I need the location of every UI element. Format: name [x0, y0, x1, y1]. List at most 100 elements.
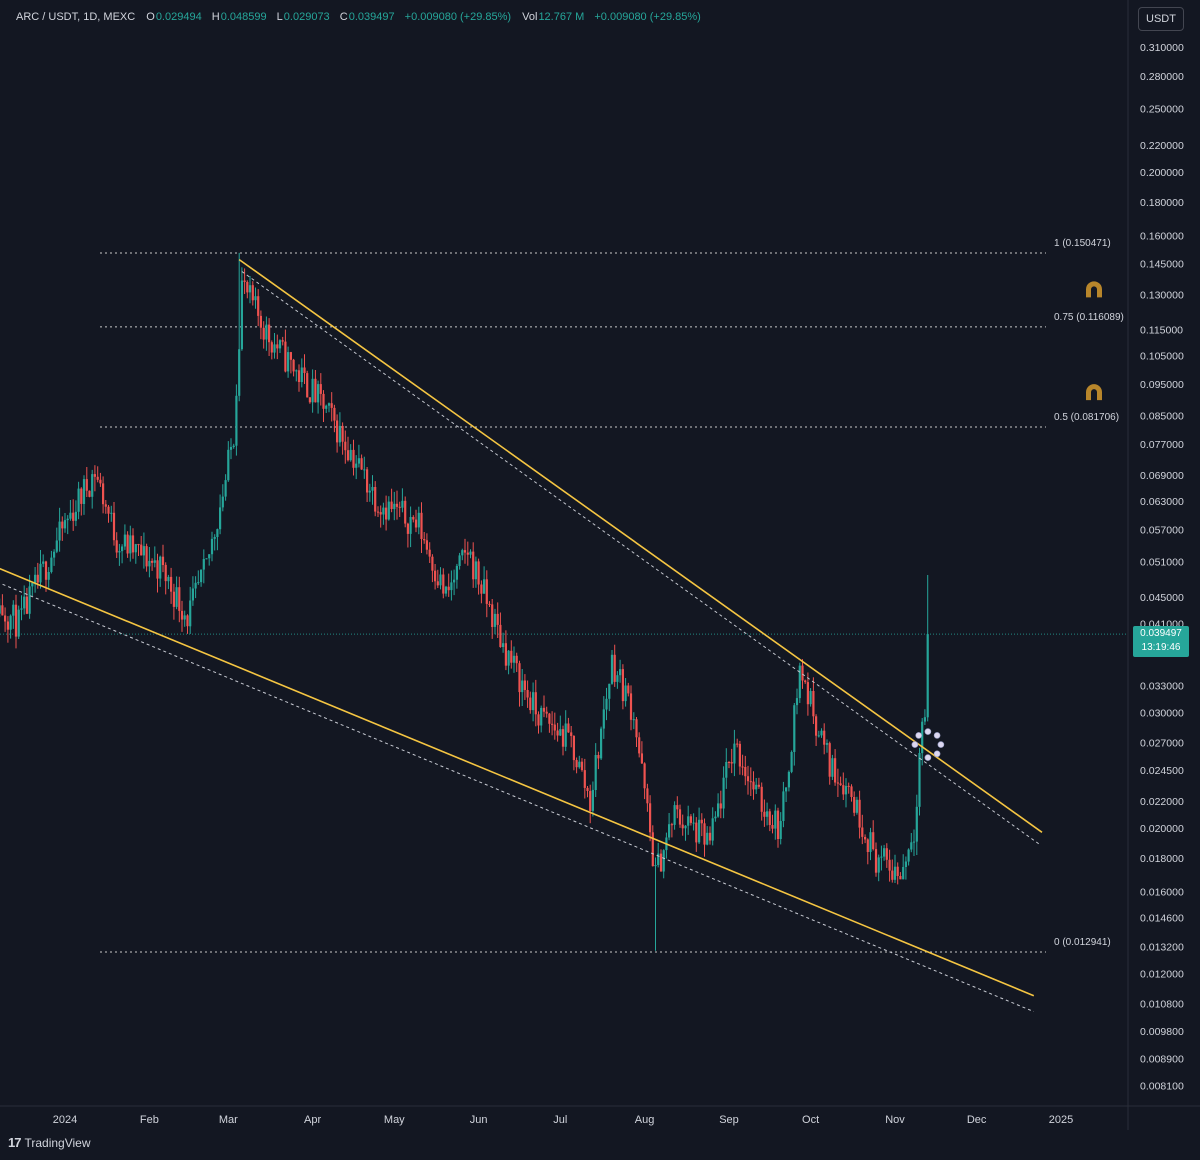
- candle-body: [455, 565, 458, 580]
- candle-body: [559, 729, 562, 736]
- candle-body: [4, 615, 7, 622]
- candle-body: [461, 550, 464, 556]
- candle-body: [306, 373, 309, 398]
- price-tick-label: 0.085000: [1140, 411, 1184, 423]
- candle-body: [12, 604, 15, 616]
- time-tick-label: Nov: [885, 1114, 905, 1126]
- candle-body: [926, 634, 929, 718]
- candle-body: [556, 730, 559, 736]
- price-tick-label: 0.045000: [1140, 592, 1184, 604]
- candle-body: [357, 458, 360, 464]
- time-tick-label: Oct: [802, 1114, 819, 1126]
- candle-body: [240, 280, 243, 350]
- candle-body: [733, 743, 736, 764]
- candle-body: [178, 587, 181, 611]
- candle-body: [564, 723, 567, 747]
- candle-body: [853, 797, 856, 813]
- price-tick-label: 0.027000: [1140, 738, 1184, 750]
- candle-body: [504, 643, 507, 666]
- candle-body: [885, 848, 888, 860]
- candle-body: [34, 574, 37, 583]
- candle-body: [0, 605, 1, 614]
- candle-body: [806, 682, 809, 705]
- candle-body: [638, 737, 641, 754]
- trendlines: [0, 258, 1043, 1013]
- current-price-value: 0.039497: [1140, 628, 1182, 639]
- candle-body: [725, 762, 728, 778]
- candle-body: [175, 587, 178, 607]
- price-tick-label: 0.018000: [1140, 853, 1184, 865]
- candle-body: [91, 474, 94, 497]
- candle-body: [703, 823, 706, 845]
- volume-label: Vol: [522, 11, 538, 23]
- open-label: O: [146, 11, 155, 23]
- candle-body: [700, 819, 703, 824]
- candle-body: [621, 669, 624, 702]
- candle-body: [891, 870, 894, 880]
- candle-body: [439, 574, 442, 586]
- candle-body: [382, 507, 385, 515]
- price-tick-label: 0.014600: [1140, 913, 1184, 925]
- candle-body: [444, 586, 448, 594]
- candle-body: [523, 680, 526, 690]
- candle-body: [276, 344, 279, 349]
- candle-body: [649, 803, 652, 833]
- volume-value: 12.767 M: [538, 11, 585, 23]
- candle-body: [104, 504, 107, 507]
- time-tick-label: Jun: [470, 1114, 488, 1126]
- candle-body: [529, 697, 532, 711]
- candle-body: [50, 557, 53, 572]
- candle-body: [423, 539, 426, 541]
- candle-body: [189, 600, 192, 627]
- candle-body: [180, 610, 184, 620]
- candle-body: [676, 805, 679, 810]
- candle-body: [134, 544, 137, 553]
- candle-body: [493, 613, 497, 627]
- candle-body: [248, 285, 252, 293]
- symbol-title[interactable]: ARC / USDT, 1D, MEXC: [16, 11, 136, 23]
- candle-body: [904, 861, 907, 867]
- candle-body: [719, 803, 722, 809]
- candle-body: [9, 615, 12, 630]
- candle-body: [662, 850, 665, 872]
- candle-body: [708, 832, 712, 841]
- candle-body: [303, 367, 306, 373]
- candle-body: [74, 511, 77, 521]
- candle-body: [918, 753, 921, 807]
- tradingview-branding[interactable]: 17 TradingView: [8, 1135, 91, 1150]
- candle-body: [842, 785, 845, 795]
- candle-body: [412, 517, 415, 520]
- candle-body: [836, 782, 839, 784]
- candle-body: [521, 680, 524, 693]
- candle-body: [221, 496, 224, 508]
- candle-body: [336, 420, 339, 443]
- candle-body: [801, 665, 804, 681]
- candle-body: [866, 839, 869, 852]
- price-tick-label: 0.095000: [1140, 379, 1184, 391]
- candle-body: [325, 405, 328, 409]
- candle-body: [586, 787, 589, 791]
- candle-body: [224, 480, 227, 497]
- candle-body: [591, 789, 594, 811]
- candle-body: [194, 582, 197, 589]
- candle-body: [752, 781, 755, 790]
- candle-body: [20, 608, 23, 610]
- candle-body: [186, 615, 189, 627]
- candle-body: [341, 425, 344, 442]
- candle-body: [129, 535, 132, 554]
- candle-body: [208, 554, 211, 559]
- candle-body: [880, 856, 883, 858]
- price-tick-label: 0.200000: [1140, 167, 1184, 179]
- candle-body: [61, 521, 64, 529]
- candle-body: [447, 586, 450, 591]
- price-tick-label: 0.250000: [1140, 103, 1184, 115]
- currency-button[interactable]: USDT: [1138, 7, 1184, 31]
- candle-body: [436, 581, 439, 586]
- candle-body: [137, 544, 140, 546]
- candle-body: [420, 512, 423, 539]
- candle-body: [600, 728, 603, 759]
- candle-body: [374, 487, 377, 512]
- candle-body: [85, 479, 88, 491]
